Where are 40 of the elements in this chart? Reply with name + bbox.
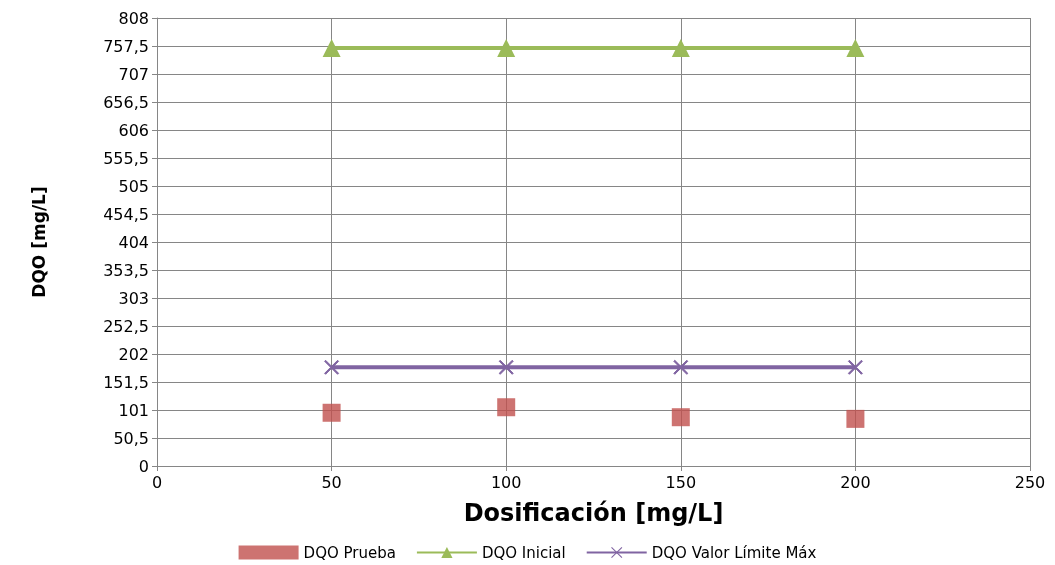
y-tick-label: 606 xyxy=(118,120,149,140)
y-tick-label: 555,5 xyxy=(103,148,149,168)
point xyxy=(497,398,516,417)
legend-label: DQO Prueba xyxy=(303,543,396,562)
x-tick-label: 200 xyxy=(840,472,871,492)
y-tick-label: 656,5 xyxy=(103,92,149,112)
y-tick-label: 454,5 xyxy=(103,204,149,224)
y-tick-label: 707 xyxy=(118,64,149,84)
y-tick-label: 151,5 xyxy=(103,372,149,392)
y-tick-label: 303 xyxy=(118,288,149,308)
y-axis-title: DQO [mg/L] xyxy=(28,186,49,298)
point xyxy=(498,359,514,375)
point xyxy=(671,38,690,57)
point xyxy=(846,38,865,57)
y-tick-label: 101 xyxy=(118,400,149,420)
point xyxy=(322,403,341,422)
x-axis-title: Dosificación [mg/L] xyxy=(463,499,724,527)
legend-label: DQO Inicial xyxy=(481,543,566,562)
point xyxy=(497,38,516,57)
point xyxy=(846,409,865,428)
y-tick-label: 505 xyxy=(118,176,149,196)
y-tick-label: 202 xyxy=(118,344,149,364)
y-tick-label: 757,5 xyxy=(103,36,149,56)
x-tick-label: 250 xyxy=(1014,472,1046,492)
x-tick-label: 50 xyxy=(321,472,342,492)
y-tick-label: 404 xyxy=(118,232,149,252)
point xyxy=(847,359,863,375)
y-tick-label: 808 xyxy=(118,8,149,28)
y-tick-label: 0 xyxy=(138,456,149,476)
point xyxy=(322,38,341,57)
x-tick-label: 100 xyxy=(490,472,522,492)
legend-label: DQO Valor Límite Máx xyxy=(651,543,817,562)
y-tick-label: 50,5 xyxy=(113,428,149,448)
point xyxy=(324,359,340,375)
y-tick-label: 353,5 xyxy=(103,260,149,280)
y-tick-label: 252,5 xyxy=(103,316,149,336)
x-tick-label: 150 xyxy=(665,472,697,492)
x-tick-label: 0 xyxy=(151,472,163,492)
point xyxy=(673,359,689,375)
point xyxy=(671,408,690,427)
